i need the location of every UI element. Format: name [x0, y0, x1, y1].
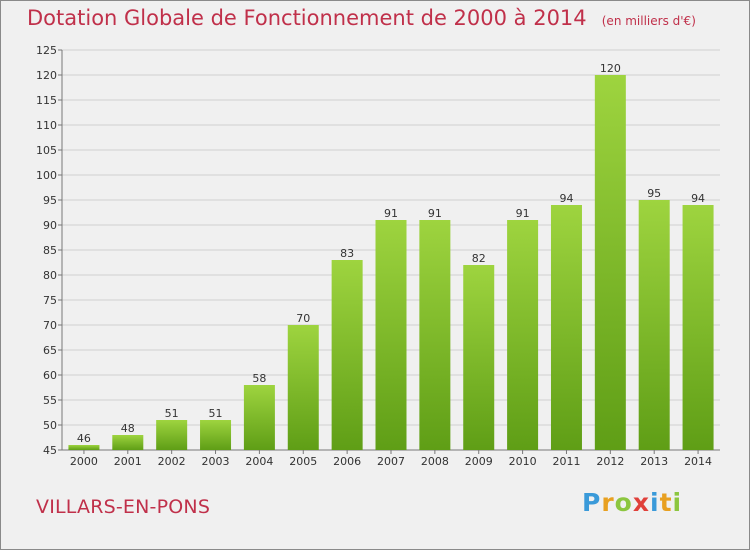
x-tick-label: 2006 — [333, 455, 361, 468]
bar — [375, 220, 407, 450]
data-label: 51 — [209, 407, 223, 420]
y-tick-label: 85 — [43, 244, 57, 257]
x-tick-label: 2010 — [509, 455, 537, 468]
logo-letter: o — [614, 488, 633, 517]
chart-title: Dotation Globale de Fonctionnement de 20… — [27, 6, 696, 30]
data-label: 120 — [600, 62, 621, 75]
logo-letter: i — [672, 488, 683, 517]
data-label: 94 — [559, 192, 573, 205]
logo-letter: P — [582, 488, 602, 517]
bar — [682, 205, 714, 450]
data-label: 91 — [384, 207, 398, 220]
bar — [200, 420, 232, 450]
y-tick-label: 115 — [36, 94, 57, 107]
x-tick-label: 2011 — [552, 455, 580, 468]
x-tick-label: 2001 — [114, 455, 142, 468]
data-label: 58 — [252, 372, 266, 385]
data-label: 91 — [516, 207, 530, 220]
y-tick-label: 50 — [43, 419, 57, 432]
x-tick-label: 2000 — [70, 455, 98, 468]
logo-letter: x — [632, 488, 650, 517]
logo-letter: i — [650, 488, 660, 517]
y-tick-label: 110 — [36, 119, 57, 132]
x-tick-label: 2005 — [289, 455, 317, 468]
x-tick-label: 2008 — [421, 455, 449, 468]
y-tick-label: 75 — [43, 294, 57, 307]
y-tick-label: 95 — [43, 194, 57, 207]
y-tick-label: 65 — [43, 344, 57, 357]
y-tick-label: 60 — [43, 369, 57, 382]
y-tick-label: 100 — [36, 169, 57, 182]
data-label: 94 — [691, 192, 705, 205]
unit-text: (en milliers d'€) — [601, 14, 696, 28]
logo-letter: t — [659, 488, 673, 517]
y-tick-label: 80 — [43, 269, 57, 282]
x-tick-label: 2007 — [377, 455, 405, 468]
data-label: 82 — [472, 252, 486, 265]
bar — [156, 420, 188, 450]
y-tick-label: 70 — [43, 319, 57, 332]
bar — [331, 260, 363, 450]
data-label: 46 — [77, 432, 91, 445]
x-tick-label: 2003 — [202, 455, 230, 468]
bar — [112, 435, 144, 450]
y-tick-label: 120 — [36, 69, 57, 82]
data-label: 91 — [428, 207, 442, 220]
y-tick-label: 55 — [43, 394, 57, 407]
y-tick-label: 45 — [43, 444, 57, 457]
labels: 46 2000 48 2001 51 2002 51 2003 58 2004 70 2005 83 20… — [70, 62, 712, 468]
x-tick-label: 2012 — [596, 455, 624, 468]
bar — [419, 220, 451, 450]
logo-letter: r — [601, 488, 615, 517]
bar — [507, 220, 539, 450]
y-tick-label: 90 — [43, 219, 57, 232]
x-tick-label: 2013 — [640, 455, 668, 468]
x-tick-label: 2004 — [245, 455, 273, 468]
data-label: 51 — [165, 407, 179, 420]
x-tick-label: 2009 — [465, 455, 493, 468]
data-label: 95 — [647, 187, 661, 200]
proxiti-logo: Proxiti — [582, 488, 682, 517]
y-tick-label: 105 — [36, 144, 57, 157]
commune-name: VILLARS-EN-PONS — [36, 496, 211, 518]
bar — [463, 265, 495, 450]
bar — [287, 325, 319, 450]
bar — [68, 445, 100, 450]
x-tick-label: 2014 — [684, 455, 712, 468]
x-tick-label: 2002 — [158, 455, 186, 468]
y-tick-label: 125 — [36, 44, 57, 57]
title-text: Dotation Globale de Fonctionnement de 20… — [27, 6, 587, 30]
data-label: 70 — [296, 312, 310, 325]
bar — [638, 200, 670, 450]
bars — [68, 75, 714, 450]
bar — [243, 385, 275, 450]
bar — [550, 205, 582, 450]
data-label: 83 — [340, 247, 354, 260]
bar — [594, 75, 626, 450]
data-label: 48 — [121, 422, 135, 435]
